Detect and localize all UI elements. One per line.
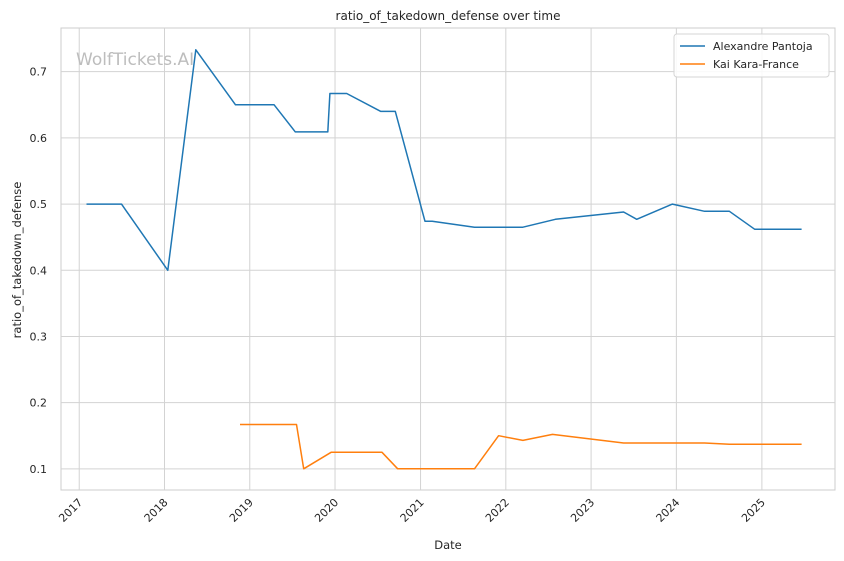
legend-label-alexandre-pantoja: Alexandre Pantoja bbox=[713, 40, 813, 53]
legend-box bbox=[673, 33, 830, 78]
y-tick-labels: 0.1 0.2 0.3 0.4 0.5 0.6 0.7 bbox=[30, 66, 48, 476]
y-tick-label: 0.6 bbox=[30, 132, 48, 145]
series-line-kai-kara-france bbox=[240, 423, 802, 470]
x-tick-label: 2021 bbox=[398, 496, 427, 525]
series-line-alexandre-pantoja bbox=[86, 49, 802, 272]
x-tick-label: 2023 bbox=[568, 496, 597, 525]
y-tick-label: 0.2 bbox=[30, 397, 48, 410]
series-layer bbox=[86, 49, 802, 470]
y-tick-label: 0.5 bbox=[30, 198, 48, 211]
x-tick-label: 2025 bbox=[739, 496, 768, 525]
x-tick-label: 2022 bbox=[483, 496, 512, 525]
x-tick-label: 2020 bbox=[312, 496, 341, 525]
legend-label-kai-kara-france: Kai Kara-France bbox=[713, 58, 799, 71]
watermark-text: WolfTickets.AI bbox=[76, 50, 194, 70]
y-tick-label: 0.3 bbox=[30, 330, 48, 343]
x-tick-labels: 2017 2018 2019 2020 2021 2022 2023 2024 2025 bbox=[56, 496, 768, 525]
x-axis-label: Date bbox=[434, 538, 462, 552]
chart-title: ratio_of_takedown_defense over time bbox=[336, 9, 561, 23]
x-tick-label: 2019 bbox=[227, 496, 256, 525]
x-tick-label: 2024 bbox=[653, 496, 682, 525]
y-tick-label: 0.7 bbox=[30, 66, 48, 79]
y-tick-label: 0.4 bbox=[30, 264, 48, 277]
legend: Alexandre Pantoja Kai Kara-France bbox=[673, 33, 830, 78]
y-axis-label: ratio_of_takedown_defense bbox=[10, 182, 24, 339]
x-tick-label: 2018 bbox=[142, 496, 171, 525]
plot-area bbox=[60, 27, 836, 491]
grid-lines bbox=[61, 28, 835, 490]
x-tick-label: 2017 bbox=[56, 496, 85, 525]
y-tick-label: 0.1 bbox=[30, 463, 48, 476]
